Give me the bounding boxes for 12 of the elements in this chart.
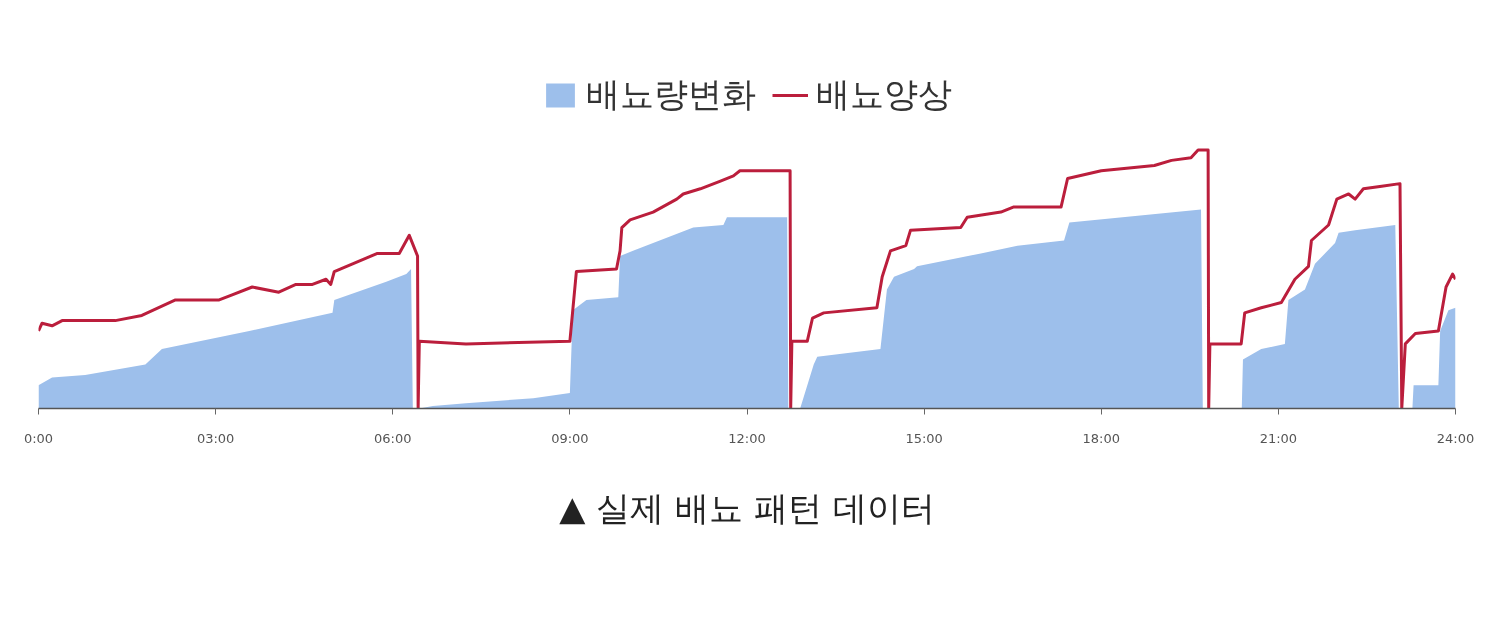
x-tick-label: 18:00 (1082, 430, 1120, 446)
x-tick-label: 21:00 (1259, 430, 1298, 446)
legend-label: 배뇨양상 (815, 73, 952, 116)
x-tick-label: 15:00 (905, 430, 943, 446)
text: ▲ 실제 배뇨 패턴 데이터 (559, 487, 935, 528)
x-tick-label: 03:00 (196, 430, 235, 446)
x-tick-label: 06:00 (374, 430, 412, 446)
x-tick-label: 0:00 (23, 430, 54, 446)
x-tick-label: 12:00 (728, 430, 766, 446)
x-tick-label: 24:00 (1436, 430, 1475, 446)
x-tick-label: 09:00 (551, 430, 589, 446)
legend-label: 배뇨량변화 (585, 73, 756, 116)
